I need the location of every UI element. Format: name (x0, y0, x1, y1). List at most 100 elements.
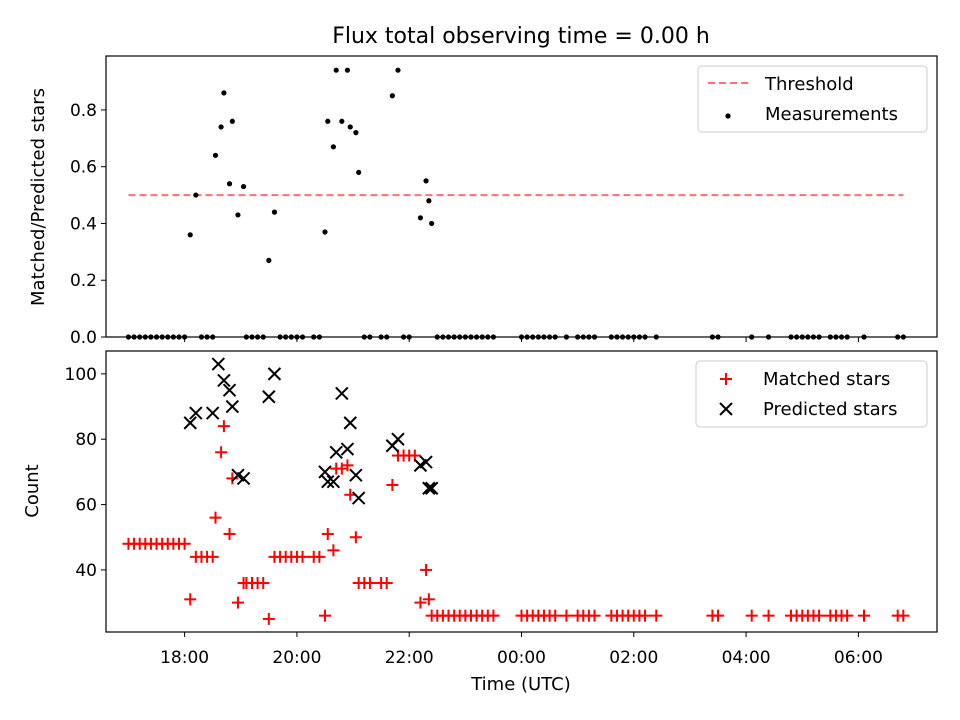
top-panel: 0.00.20.40.60.8 Matched/Predicted stars … (28, 55, 938, 348)
bottom-legend-box (695, 360, 928, 428)
legend-matched-swatch (720, 373, 732, 385)
predicted-star-point (183, 416, 197, 430)
predicted-star-point (424, 481, 439, 495)
bottom-y-tick-label: 40 (75, 561, 97, 581)
predicted-star-point (205, 406, 220, 420)
matched-star-point (762, 609, 775, 622)
matched-star-point (487, 609, 500, 622)
matched-star-point (184, 593, 197, 606)
bottom-marks (122, 357, 910, 625)
measurement-point (226, 181, 233, 187)
matched-star-point (422, 593, 435, 606)
matched-star-point (217, 420, 230, 433)
matched-star-point (414, 596, 427, 609)
measurement-point (212, 152, 219, 158)
bottom-x-tick-label: 20:00 (272, 648, 321, 668)
bottom-x-axis-label: Time (UTC) (470, 674, 571, 695)
predicted-star-point (222, 383, 237, 397)
legend-measurements-label: Measurements (765, 104, 898, 125)
matched-star-point (327, 544, 340, 557)
measurement-point (426, 198, 432, 204)
bottom-y-tick-label: 60 (75, 496, 97, 516)
matched-star-point (549, 609, 562, 622)
matched-star-point (313, 550, 326, 563)
predicted-star-point (326, 474, 341, 489)
matched-star-point (206, 550, 219, 563)
measurement-point (266, 257, 272, 263)
predicted-star-point (262, 390, 276, 404)
legend-threshold-label: Threshold (764, 74, 854, 95)
matched-star-point (341, 459, 354, 472)
matched-star-point (363, 576, 376, 589)
top-y-tick-label: 0.4 (70, 214, 97, 234)
measurement-point (330, 144, 337, 150)
measurement-point (235, 212, 241, 218)
measurement-point (356, 169, 362, 175)
measurement-point (417, 215, 424, 221)
measurement-point (339, 118, 345, 124)
bottom-y-tick-label: 80 (75, 430, 97, 450)
matched-star-point (841, 609, 854, 622)
bottom-x-tick-label: 06:00 (834, 648, 883, 668)
measurement-point (240, 183, 247, 190)
matched-star-point (858, 609, 871, 622)
predicted-star-point (351, 491, 366, 505)
legend-measurements-swatch (725, 113, 731, 119)
matched-star-point (712, 609, 725, 622)
top-y-axis-label: Matched/Predicted stars (28, 88, 49, 306)
predicted-star-point (236, 471, 251, 486)
predicted-star-point (343, 416, 357, 430)
matched-star-point (231, 596, 244, 609)
matched-star-point (223, 527, 236, 540)
bottom-x-tick-label: 04:00 (722, 648, 771, 668)
predicted-star-point (335, 386, 349, 401)
measurement-point (353, 130, 359, 136)
matched-star-point (650, 609, 663, 622)
matched-star-point (897, 609, 910, 622)
measurement-point (221, 90, 227, 96)
measurement-point (389, 93, 395, 99)
legend-predicted-label: Predicted stars (763, 399, 897, 420)
measurement-point (271, 209, 278, 215)
bottom-y-tick-label: 100 (65, 365, 97, 385)
bottom-x-tick-label: 18:00 (160, 648, 209, 668)
bottom-y-ticks: 40 60 80 100 (65, 365, 106, 581)
bottom-x-tick-label: 22:00 (385, 648, 434, 668)
bottom-panel: 18:00 20:00 22:00 00:00 02:00 04:00 06:00 40 60… (22, 350, 938, 695)
bottom-y-axis-label: Count (22, 464, 43, 517)
predicted-star-point (329, 445, 343, 459)
bottom-x-ticks: 18:00 20:00 22:00 00:00 02:00 04:00 06:00 (160, 632, 883, 668)
measurement-point (395, 67, 401, 73)
top-legend: Threshold Measurements (697, 65, 928, 133)
matched-star-point (380, 576, 393, 589)
measurement-point (325, 118, 331, 124)
matched-star-point (257, 576, 270, 589)
measurement-point (229, 118, 235, 124)
top-y-tick-label: 0.2 (70, 271, 97, 291)
measurement-point (218, 124, 224, 130)
matched-star-point (420, 563, 433, 576)
predicted-star-point (225, 399, 240, 414)
measurement-point (423, 178, 429, 184)
matched-star-point (226, 472, 239, 485)
matched-star-point (386, 478, 399, 491)
matched-star-point (639, 609, 652, 622)
matched-star-point (560, 609, 573, 622)
predicted-star-point (422, 481, 436, 495)
measurement-point (322, 229, 328, 235)
bottom-x-tick-label: 02:00 (609, 648, 658, 668)
predicted-star-point (267, 367, 282, 381)
matched-star-point (318, 609, 331, 622)
top-y-tick-label: 0.6 (70, 158, 97, 178)
matched-star-point (262, 612, 275, 625)
predicted-star-point (211, 357, 226, 371)
predicted-star-point (349, 468, 363, 482)
matched-star-point (349, 531, 362, 544)
measurement-point (347, 124, 353, 130)
top-legend-box (697, 65, 928, 133)
top-y-tick-label: 0.8 (70, 101, 97, 121)
predicted-star-point (340, 442, 355, 456)
top-y-tick-label: 0.0 (70, 328, 97, 348)
top-y-ticks: 0.0 0.2 0.4 0.6 0.8 (70, 101, 106, 348)
